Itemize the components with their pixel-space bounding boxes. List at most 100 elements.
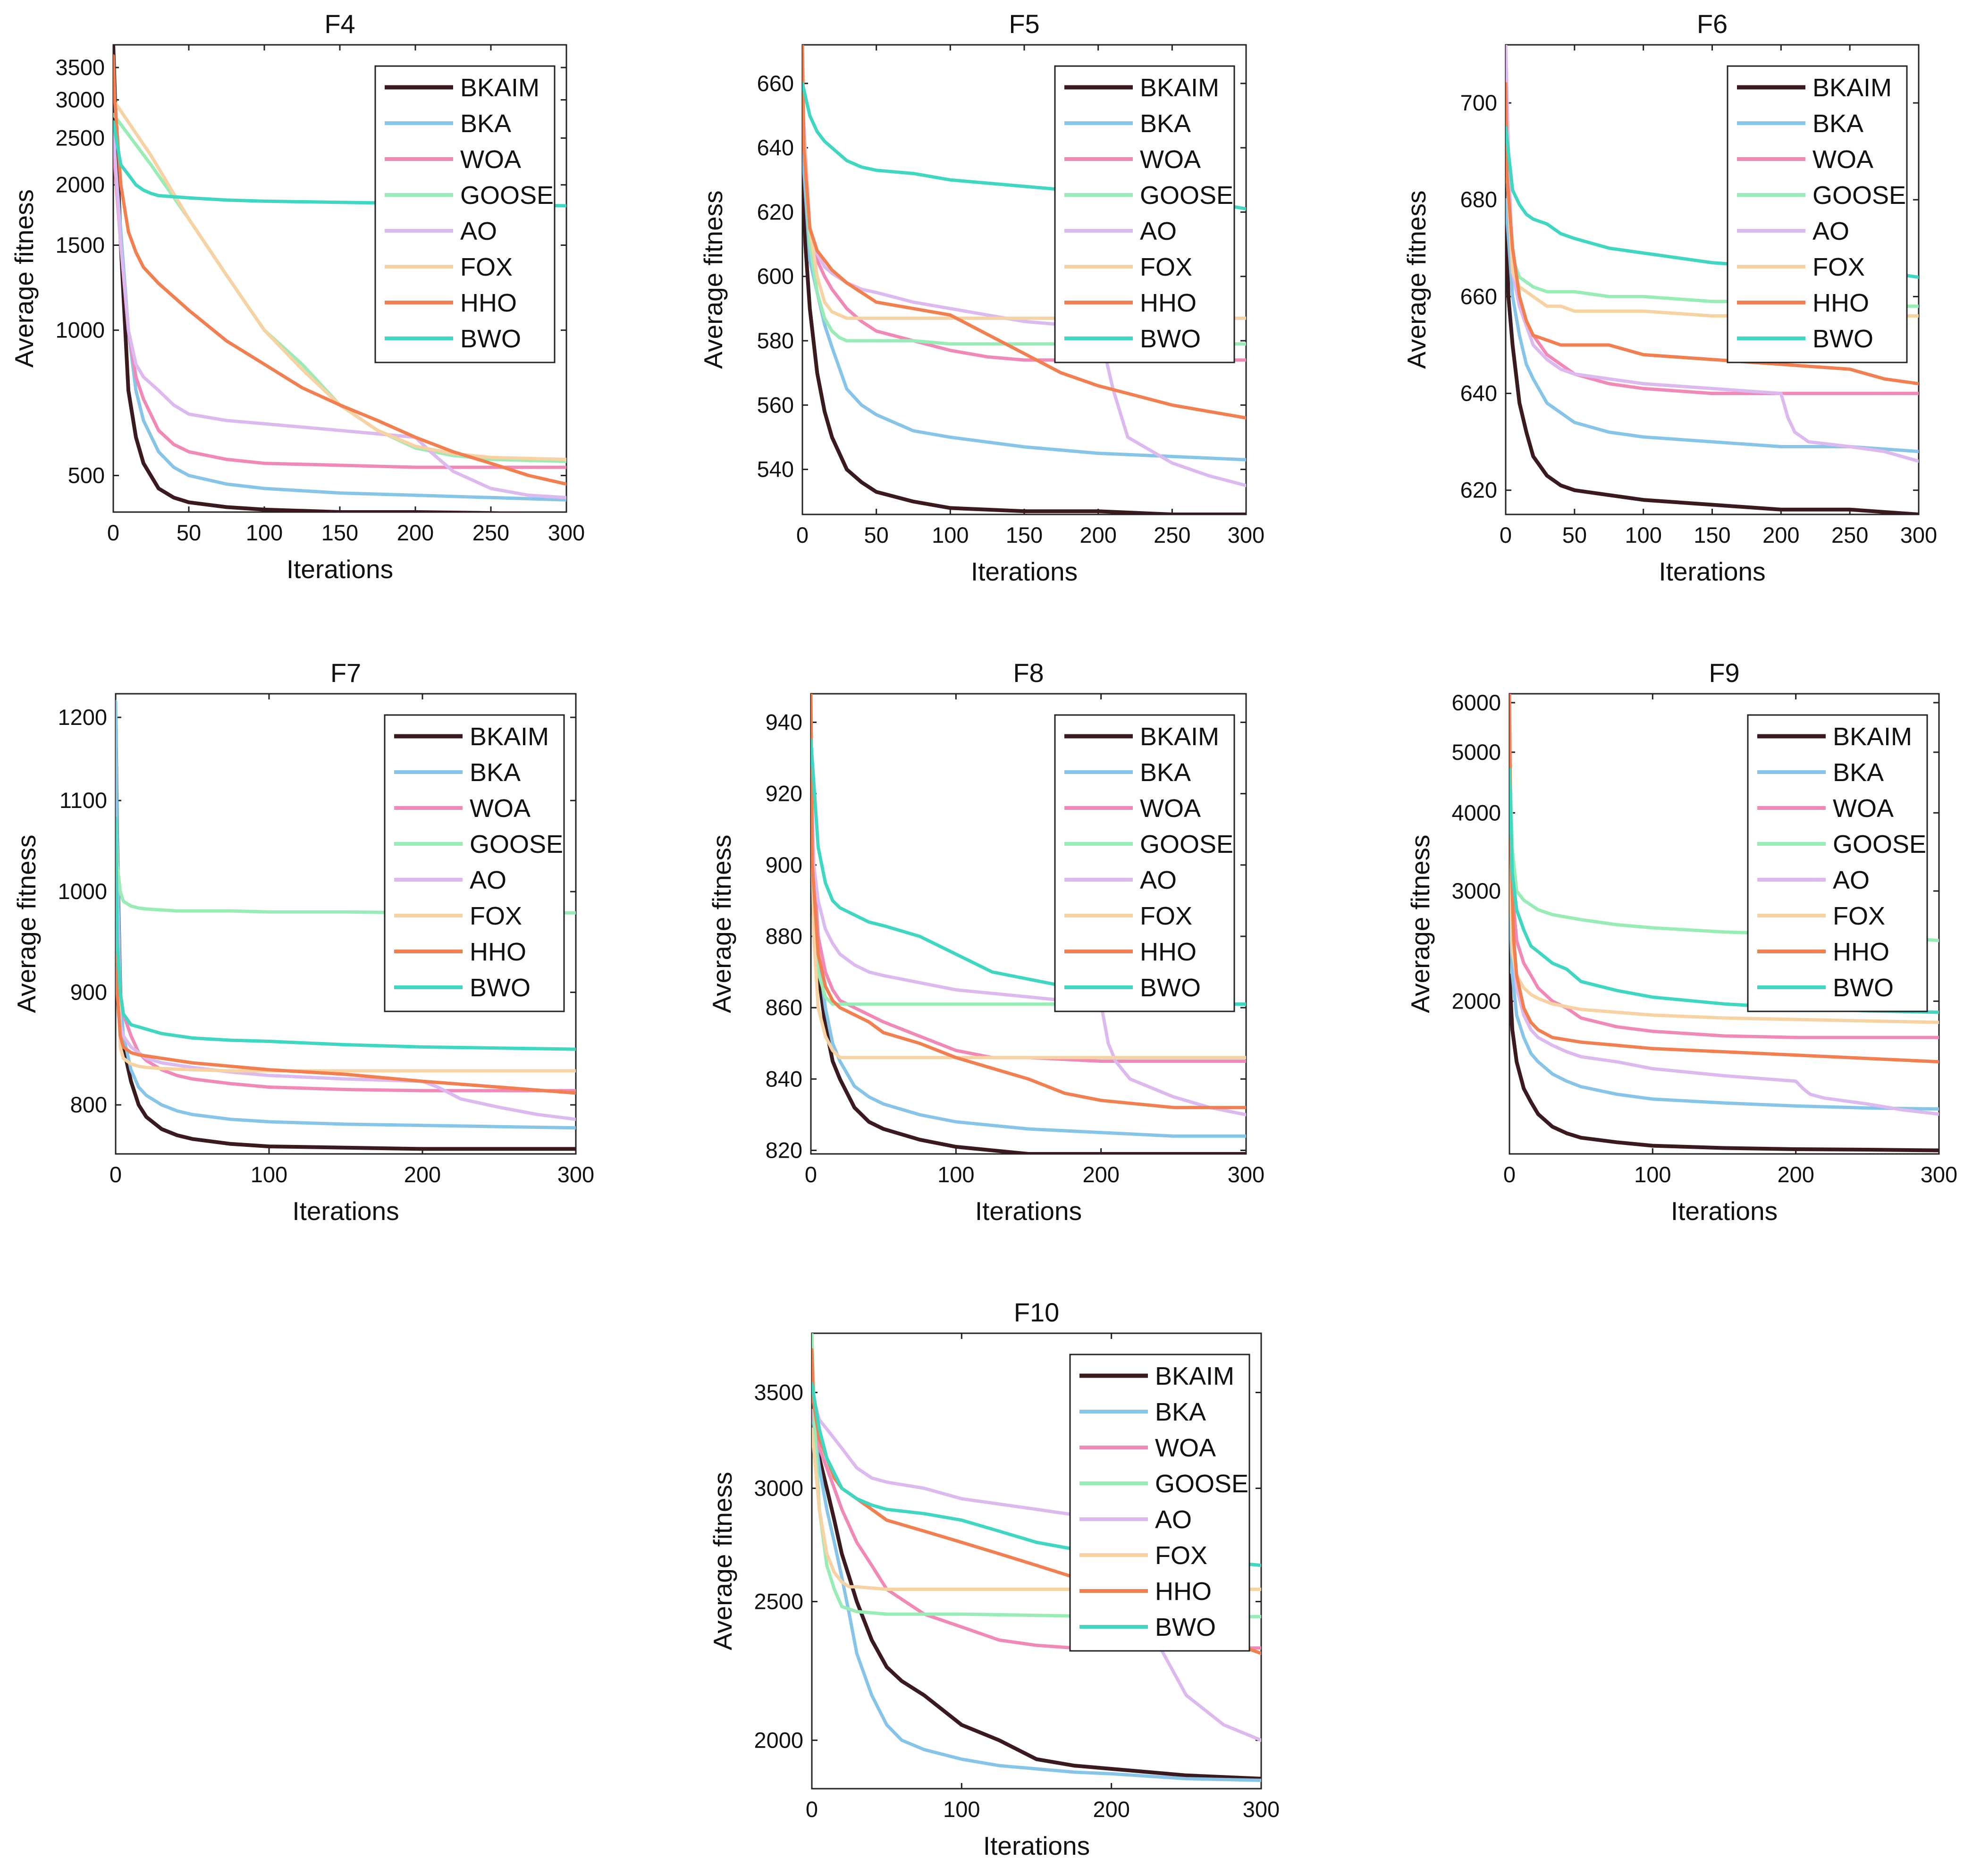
x-axis-label: Iterations	[292, 1196, 399, 1226]
y-tick-label: 920	[766, 781, 802, 806]
chart-f8: 0 100 200 300 820 840 860 880 900 920 940 F8 Iterati…	[707, 658, 1264, 1226]
y-tick-label: 2500	[754, 1589, 803, 1614]
legend-label-fox: FOX	[1833, 902, 1885, 930]
y-tick-label: 1100	[59, 788, 107, 813]
series-line-fox	[811, 774, 1246, 1060]
y-axis-label: Average fitness	[1402, 190, 1431, 369]
legend-label-fox: FOX	[1140, 902, 1192, 930]
y-tick-label: 940	[766, 709, 802, 734]
y-axis-label: Average fitness	[9, 189, 39, 368]
legend-label-bkaim: BKAIM	[1140, 74, 1219, 102]
legend-label-goose: GOOSE	[1140, 181, 1233, 210]
x-tick-label: 200	[1093, 1797, 1130, 1822]
y-tick-label: 900	[766, 852, 802, 877]
series-line-hho	[811, 694, 1246, 1110]
x-axis-label: Iterations	[1671, 1196, 1778, 1226]
x-axis-label: Iterations	[287, 555, 393, 584]
legend-label-ao: AO	[1140, 866, 1177, 894]
series-line-hho	[116, 834, 576, 1095]
x-tick-label: 100	[943, 1797, 980, 1822]
legend-label-woa: WOA	[1833, 794, 1894, 823]
legend-label-goose: GOOSE	[1140, 830, 1233, 858]
x-tick-label: 150	[1006, 522, 1043, 547]
x-tick-label: 0	[1503, 1162, 1516, 1187]
series-line-ao	[1506, 45, 1919, 463]
x-tick-label: 50	[177, 520, 201, 545]
legend: BKAIM BKA WOA GOOSE AO FOX HHO BWO	[374, 65, 556, 363]
series-line-bka	[812, 1409, 1261, 1782]
legend-label-bka: BKA	[1155, 1398, 1206, 1426]
y-tick-label: 700	[1460, 90, 1497, 115]
chart-title: F4	[324, 9, 355, 39]
y-tick-label: 2000	[55, 172, 105, 197]
x-tick-label: 300	[1228, 522, 1264, 547]
chart-f9: 0 100 200 300 2000 3000 4000 5000 6000 F9 Iteratio…	[1406, 658, 1957, 1226]
series-line-bka	[1509, 889, 1939, 1111]
y-tick-label: 3500	[754, 1380, 803, 1405]
y-tick-label: 860	[766, 995, 802, 1020]
y-axis-label: Average fitness	[1406, 834, 1435, 1013]
x-tick-label: 250	[1831, 522, 1868, 547]
x-tick-label: 0	[1500, 522, 1512, 547]
x-tick-label: 0	[110, 1162, 122, 1187]
chart-title: F9	[1709, 658, 1739, 688]
y-tick-label: 1500	[55, 232, 105, 257]
y-axis-label: Average fitness	[707, 834, 736, 1013]
legend-label-woa: WOA	[1812, 145, 1873, 174]
x-tick-label: 100	[1634, 1162, 1671, 1187]
x-tick-label: 100	[251, 1162, 287, 1187]
legend-box	[1054, 65, 1235, 363]
x-tick-label: 200	[1777, 1162, 1814, 1187]
y-tick-label: 2000	[1451, 988, 1501, 1013]
x-axis-label: Iterations	[983, 1831, 1090, 1860]
x-tick-label: 0	[805, 1162, 817, 1187]
x-tick-label: 100	[932, 522, 969, 547]
legend-label-fox: FOX	[1812, 253, 1865, 281]
y-tick-label: 6000	[1451, 690, 1501, 715]
series-line-bkaim	[811, 791, 1246, 1154]
legend-label-goose: GOOSE	[1833, 830, 1926, 858]
legend-label-bka: BKA	[1140, 758, 1191, 787]
series-line-woa	[811, 756, 1246, 1063]
legend-label-fox: FOX	[1140, 253, 1192, 281]
x-tick-label: 250	[1154, 522, 1190, 547]
legend-label-goose: GOOSE	[1155, 1470, 1248, 1498]
series-line-hho	[1506, 82, 1919, 386]
legend-label-bkaim: BKAIM	[1140, 723, 1219, 751]
series-line-ao	[811, 756, 1246, 1117]
legend-label-ao: AO	[1833, 866, 1870, 894]
y-tick-label: 900	[70, 980, 107, 1005]
legend-label-bwo: BWO	[1812, 325, 1873, 353]
legend-label-ao: AO	[470, 866, 506, 894]
chart-f10: 0 100 200 300 2000 2500 3000 3500 F10 Iterations A…	[708, 1297, 1280, 1860]
y-tick-label: 660	[757, 71, 794, 96]
y-tick-label: 3500	[55, 55, 105, 80]
legend-label-woa: WOA	[460, 145, 521, 174]
chart-title: F7	[330, 658, 361, 688]
legend-label-bwo: BWO	[1155, 1613, 1216, 1641]
chart-f4: 0 50 100 150 200 250 300 500 1000 1500 2000 2500 300…	[9, 9, 585, 584]
series-line-hho	[802, 45, 1246, 420]
x-tick-label: 150	[1694, 522, 1730, 547]
x-tick-label: 250	[472, 520, 509, 545]
series-line-bwo	[116, 816, 576, 1051]
legend-label-woa: WOA	[470, 794, 531, 823]
legend-label-fox: FOX	[460, 253, 513, 281]
y-tick-label: 680	[1460, 187, 1497, 212]
legend-label-ao: AO	[1140, 217, 1177, 245]
legend: BKAIM BKA WOA GOOSE AO FOX HHO BWO	[1054, 714, 1235, 1012]
y-tick-label: 620	[1460, 478, 1497, 503]
series-line-bkaim	[802, 146, 1246, 514]
series-line-bkaim	[1506, 198, 1919, 514]
legend-box	[374, 65, 556, 363]
x-tick-label: 200	[404, 1162, 441, 1187]
y-tick-label: 640	[1460, 381, 1497, 406]
y-axis-label: Average fitness	[708, 1472, 737, 1650]
legend-label-bka: BKA	[1140, 109, 1191, 138]
legend-box	[1054, 714, 1235, 1012]
chart-title: F6	[1697, 9, 1728, 39]
legend-label-bka: BKA	[470, 758, 521, 787]
legend: BKAIM BKA WOA GOOSE AO FOX HHO BWO	[1727, 65, 1908, 363]
legend-box	[384, 714, 565, 1012]
legend-label-bwo: BWO	[470, 974, 531, 1002]
